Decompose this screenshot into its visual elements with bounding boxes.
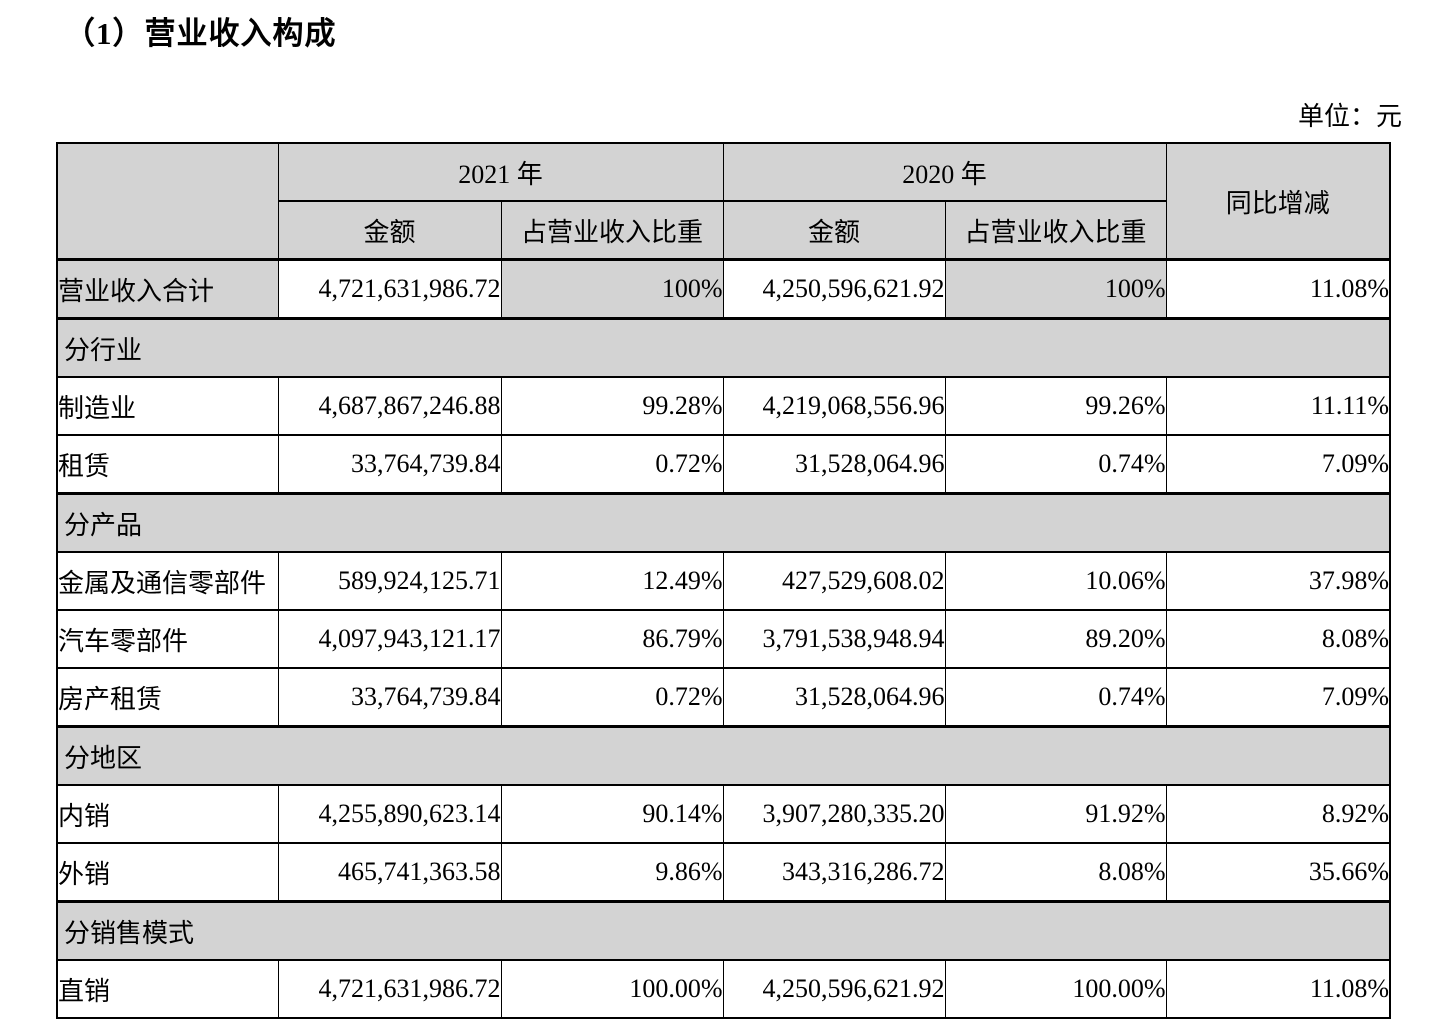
row-label-cell: 直销	[56, 959, 279, 1019]
yoy-cell: 8.08%	[1165, 609, 1391, 669]
header-share-2021: 占营业收入比重	[500, 200, 724, 261]
section-label: 分产品	[56, 492, 1391, 553]
yoy-cell: 7.09%	[1165, 434, 1391, 495]
yoy-cell: 37.98%	[1165, 551, 1391, 611]
yoy-cell: 11.11%	[1165, 376, 1391, 436]
row-label-cell: 金属及通信零部件	[56, 551, 279, 611]
header-corner-cell	[56, 142, 279, 261]
row-label-cell: 租赁	[56, 434, 279, 495]
yoy-cell: 8.92%	[1165, 784, 1391, 844]
unit-label: 单位：元	[1297, 102, 1402, 131]
section-row: 分产品	[56, 492, 1391, 553]
amount-2020-cell: 31,528,064.96	[722, 434, 946, 495]
share-2020-cell: 0.74%	[944, 667, 1167, 728]
table-row: 直销 4,721,631,986.72 100.00% 4,250,596,621.9…	[56, 959, 1391, 1019]
share-2020-cell: 100.00%	[944, 959, 1167, 1019]
amount-2021-cell: 4,687,867,246.88	[277, 376, 502, 436]
amount-2020-cell: 31,528,064.96	[722, 667, 946, 728]
amount-2021-cell: 4,255,890,623.14	[277, 784, 502, 844]
section-label: 分行业	[56, 317, 1391, 378]
amount-2021-cell: 4,721,631,986.72	[277, 959, 502, 1019]
amount-2020-cell: 343,316,286.72	[722, 842, 946, 903]
share-2021-cell: 90.14%	[500, 784, 724, 844]
header-row-years: 2021 年 2020 年 同比增减	[56, 142, 1391, 261]
amount-2020-cell: 3,907,280,335.20	[722, 784, 946, 844]
amount-2020-cell: 4,250,596,621.92	[722, 258, 946, 320]
header-yoy: 同比增减	[1165, 142, 1391, 261]
share-2021-cell: 99.28%	[500, 376, 724, 436]
yoy-cell: 11.08%	[1165, 258, 1391, 320]
amount-2021-cell: 33,764,739.84	[277, 667, 502, 728]
section-label: 分地区	[56, 725, 1391, 786]
row-label-cell: 制造业	[56, 376, 279, 436]
amount-2020-cell: 3,791,538,948.94	[722, 609, 946, 669]
header-share-2020: 占营业收入比重	[944, 200, 1167, 261]
header-year-2021: 2021 年	[277, 142, 724, 202]
section-row: 分销售模式	[56, 900, 1391, 961]
header-amount-2020: 金额	[722, 200, 946, 261]
row-label-cell: 营业收入合计	[56, 258, 279, 320]
row-label-cell: 外销	[56, 842, 279, 903]
amount-2020-cell: 427,529,608.02	[722, 551, 946, 611]
share-2021-cell: 12.49%	[500, 551, 724, 611]
yoy-cell: 7.09%	[1165, 667, 1391, 728]
share-2020-cell: 89.20%	[944, 609, 1167, 669]
table-row: 营业收入合计 4,721,631,986.72 100% 4,250,596,621.…	[56, 258, 1391, 320]
table-row: 外销 465,741,363.58 9.86% 343,316,286.72 8.08%…	[56, 842, 1391, 903]
share-2020-cell: 8.08%	[944, 842, 1167, 903]
row-label-cell: 内销	[56, 784, 279, 844]
amount-2020-cell: 4,250,596,621.92	[722, 959, 946, 1019]
yoy-cell: 35.66%	[1165, 842, 1391, 903]
share-2020-cell: 0.74%	[944, 434, 1167, 495]
page-title: （1）营业收入构成	[64, 16, 337, 51]
share-2021-cell: 0.72%	[500, 667, 724, 728]
header-row-measures: 金额 占营业收入比重 金额 占营业收入比重	[57, 200, 1390, 261]
amount-2021-cell: 4,721,631,986.72	[277, 258, 502, 320]
table-row: 租赁 33,764,739.84 0.72% 31,528,064.96 0.74% 7.…	[56, 434, 1391, 495]
amount-2021-cell: 589,924,125.71	[277, 551, 502, 611]
row-label-cell: 房产租赁	[56, 667, 279, 728]
amount-2021-cell: 4,097,943,121.17	[277, 609, 502, 669]
amount-2021-cell: 33,764,739.84	[277, 434, 502, 495]
share-2021-cell: 9.86%	[500, 842, 724, 903]
table-row: 内销 4,255,890,623.14 90.14% 3,907,280,335.20…	[56, 784, 1391, 844]
revenue-composition-table: 2021 年 2020 年 同比增减 金额 占营业收入比重 金额 占营业收入比重…	[56, 142, 1392, 1019]
row-label-cell: 汽车零部件	[56, 609, 279, 669]
yoy-cell: 11.08%	[1165, 959, 1391, 1019]
table-body: 营业收入合计 4,721,631,986.72 100% 4,250,596,621.…	[56, 258, 1391, 1019]
header-year-2020: 2020 年	[722, 142, 1167, 202]
header-amount-2021: 金额	[277, 200, 502, 261]
share-2020-cell: 99.26%	[944, 376, 1167, 436]
table-row: 制造业 4,687,867,246.88 99.28% 4,219,068,556.9…	[56, 376, 1391, 436]
share-2020-cell: 91.92%	[944, 784, 1167, 844]
table-row: 汽车零部件 4,097,943,121.17 86.79% 3,791,538,948…	[56, 609, 1391, 669]
share-2021-cell: 100%	[500, 258, 724, 320]
share-2021-cell: 86.79%	[500, 609, 724, 669]
table-row: 房产租赁 33,764,739.84 0.72% 31,528,064.96 0.74%…	[56, 667, 1391, 728]
amount-2021-cell: 465,741,363.58	[277, 842, 502, 903]
amount-2020-cell: 4,219,068,556.96	[722, 376, 946, 436]
section-row: 分地区	[56, 725, 1391, 786]
share-2021-cell: 0.72%	[500, 434, 724, 495]
section-row: 分行业	[56, 317, 1391, 378]
share-2021-cell: 100.00%	[500, 959, 724, 1019]
share-2020-cell: 10.06%	[944, 551, 1167, 611]
table-header: 2021 年 2020 年 同比增减 金额 占营业收入比重 金额 占营业收入比重	[56, 142, 1391, 261]
section-label: 分销售模式	[56, 900, 1391, 961]
share-2020-cell: 100%	[944, 258, 1167, 320]
table-row: 金属及通信零部件 589,924,125.71 12.49% 427,529,608.…	[56, 551, 1391, 611]
